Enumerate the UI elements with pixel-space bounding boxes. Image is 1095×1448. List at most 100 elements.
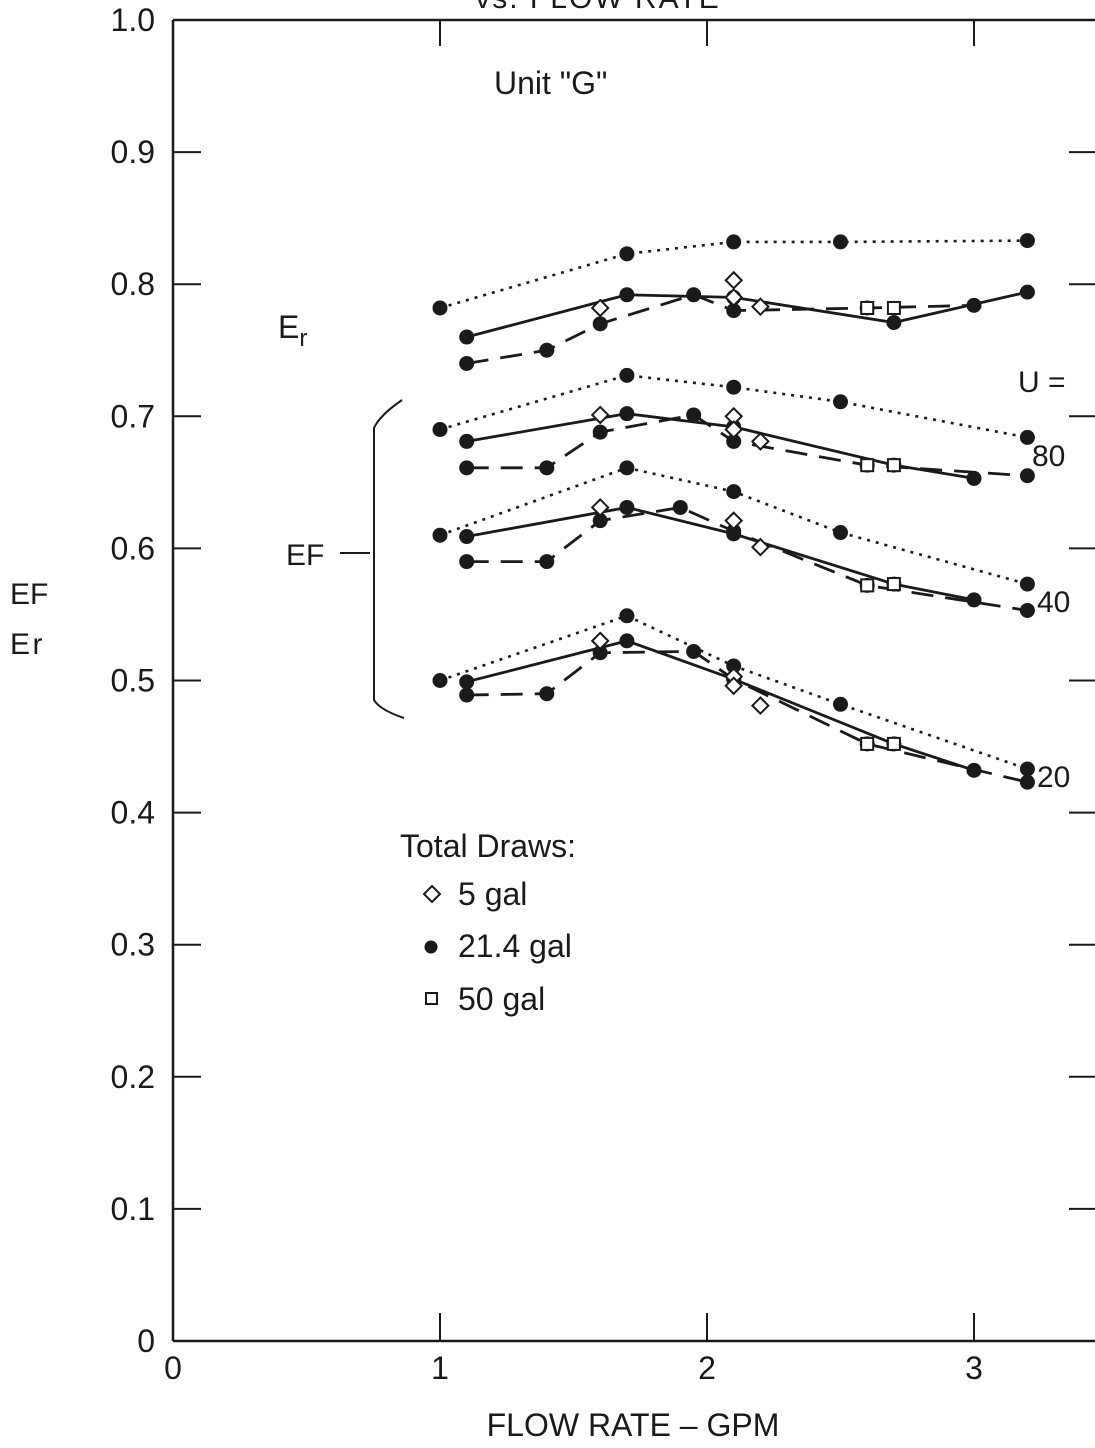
y-tick-label: 0.9 bbox=[111, 134, 155, 170]
data-point-circle bbox=[592, 316, 608, 332]
data-point-circle bbox=[619, 633, 635, 649]
y-tick-label: 0.8 bbox=[111, 266, 155, 302]
data-point-square bbox=[860, 578, 875, 593]
u-equals-label: U = bbox=[1018, 366, 1066, 399]
x-tick-label: 3 bbox=[965, 1350, 983, 1386]
data-point-circle bbox=[539, 686, 555, 702]
y-tick-label: 0.5 bbox=[111, 663, 155, 699]
data-point-circle bbox=[619, 406, 635, 422]
data-point-circle bbox=[432, 673, 448, 688]
legend-entry-5-gal: 5 gal bbox=[422, 876, 527, 912]
data-point-circle bbox=[726, 234, 742, 250]
data-point-circle bbox=[833, 525, 848, 541]
er-label-sub: r bbox=[299, 325, 307, 352]
data-point-diamond bbox=[724, 287, 744, 307]
legend-circle-marker bbox=[424, 940, 438, 954]
data-point-diamond bbox=[724, 511, 744, 531]
data-point-square bbox=[860, 300, 875, 315]
series-10-ef-u-40-dotted bbox=[432, 460, 1035, 592]
series-15-ef-u-20-dotted bbox=[432, 608, 1035, 777]
data-point-diamond bbox=[590, 405, 610, 425]
data-point-circle bbox=[592, 645, 608, 661]
series-4-er-none bbox=[860, 300, 901, 315]
data-point-circle bbox=[432, 422, 448, 438]
series-16-ef-u-20-solid bbox=[459, 633, 982, 778]
series-14-ef-u-40-none bbox=[860, 577, 901, 593]
y-axis-title-line-1: EF bbox=[10, 578, 48, 611]
data-point-circle bbox=[886, 315, 902, 331]
x-tick-label: 0 bbox=[164, 1350, 182, 1386]
data-point-square bbox=[886, 458, 901, 473]
y-tick-label: 0.1 bbox=[111, 1191, 155, 1227]
data-point-circle bbox=[459, 554, 475, 570]
data-point-circle bbox=[459, 329, 475, 345]
data-point-circle bbox=[726, 433, 742, 449]
ef-label: EF bbox=[286, 539, 324, 572]
data-point-circle bbox=[432, 527, 448, 543]
data-point-diamond bbox=[590, 498, 610, 517]
y-axis-title-line-2: E r bbox=[10, 628, 43, 661]
y-tick-label: 0.3 bbox=[111, 927, 155, 963]
y-axis-title: EF E r bbox=[10, 578, 48, 661]
series-line bbox=[466, 650, 1028, 784]
data-point-diamond bbox=[750, 537, 770, 557]
y-tick-label: 0.6 bbox=[111, 530, 155, 566]
data-point-circle bbox=[672, 499, 688, 515]
data-point-circle bbox=[833, 696, 848, 712]
data-point-circle bbox=[619, 287, 635, 303]
data-point-circle bbox=[686, 287, 702, 303]
x-tick-label: 1 bbox=[431, 1350, 449, 1386]
data-point-square bbox=[860, 458, 875, 473]
data-point-circle bbox=[459, 674, 475, 690]
page-title-fragment: vs. FLOW RATE bbox=[475, 0, 720, 15]
legend-square-marker bbox=[425, 992, 438, 1005]
x-axis-title: FLOW RATE – GPM bbox=[487, 1407, 780, 1443]
legend-entry-50-gal: 50 gal bbox=[425, 981, 545, 1017]
series-0-er-dotted bbox=[432, 233, 1035, 316]
legend-diamond-marker bbox=[422, 884, 442, 904]
series-line bbox=[466, 290, 1028, 339]
data-point-circle bbox=[592, 513, 608, 529]
data-point-circle bbox=[686, 407, 702, 423]
data-point-diamond bbox=[724, 676, 744, 696]
data-point-circle bbox=[539, 554, 555, 570]
data-point-diamond bbox=[590, 631, 610, 651]
series-13-ef-u-40-none bbox=[590, 498, 770, 557]
data-point-circle bbox=[1019, 284, 1035, 300]
data-point-circle bbox=[619, 499, 635, 515]
y-tick-label: 1.0 bbox=[111, 2, 155, 38]
data-point-circle bbox=[1019, 576, 1035, 592]
data-point-circle bbox=[1019, 761, 1035, 777]
data-point-circle bbox=[726, 658, 742, 674]
data-point-diamond bbox=[590, 298, 610, 318]
unit-label: Unit "G" bbox=[494, 65, 607, 101]
series-11-ef-u-40-solid bbox=[459, 499, 982, 608]
ef-group-label: EF bbox=[286, 399, 405, 719]
series-line bbox=[466, 639, 975, 772]
series-18-ef-u-20-none bbox=[590, 631, 770, 716]
data-point-diamond bbox=[724, 420, 744, 439]
series-9-ef-u-80-none bbox=[860, 458, 901, 473]
data-point-circle bbox=[966, 297, 982, 313]
data-point-circle bbox=[619, 246, 635, 262]
er-group-label: Er bbox=[278, 309, 307, 352]
legend-title: Total Draws: bbox=[400, 828, 576, 864]
data-point-circle bbox=[539, 460, 555, 476]
series-19-ef-u-20-none bbox=[860, 736, 901, 751]
ef-group-brace bbox=[373, 399, 405, 719]
data-point-circle bbox=[459, 529, 475, 545]
data-point-circle bbox=[726, 379, 742, 395]
y-tick-label: 0.4 bbox=[111, 795, 155, 831]
series-5-ef-u-80-dotted bbox=[432, 367, 1035, 445]
data-point-circle bbox=[592, 424, 608, 440]
series-1-er-solid bbox=[459, 284, 1035, 345]
y-tick-label: 0.2 bbox=[111, 1059, 155, 1095]
data-point-circle bbox=[1019, 602, 1035, 618]
er-label-main: E bbox=[278, 309, 299, 345]
u-value-20: 20 bbox=[1037, 761, 1070, 794]
series-8-ef-u-80-none bbox=[590, 405, 770, 451]
data-point-circle bbox=[459, 433, 475, 449]
data-point-square bbox=[886, 736, 901, 751]
